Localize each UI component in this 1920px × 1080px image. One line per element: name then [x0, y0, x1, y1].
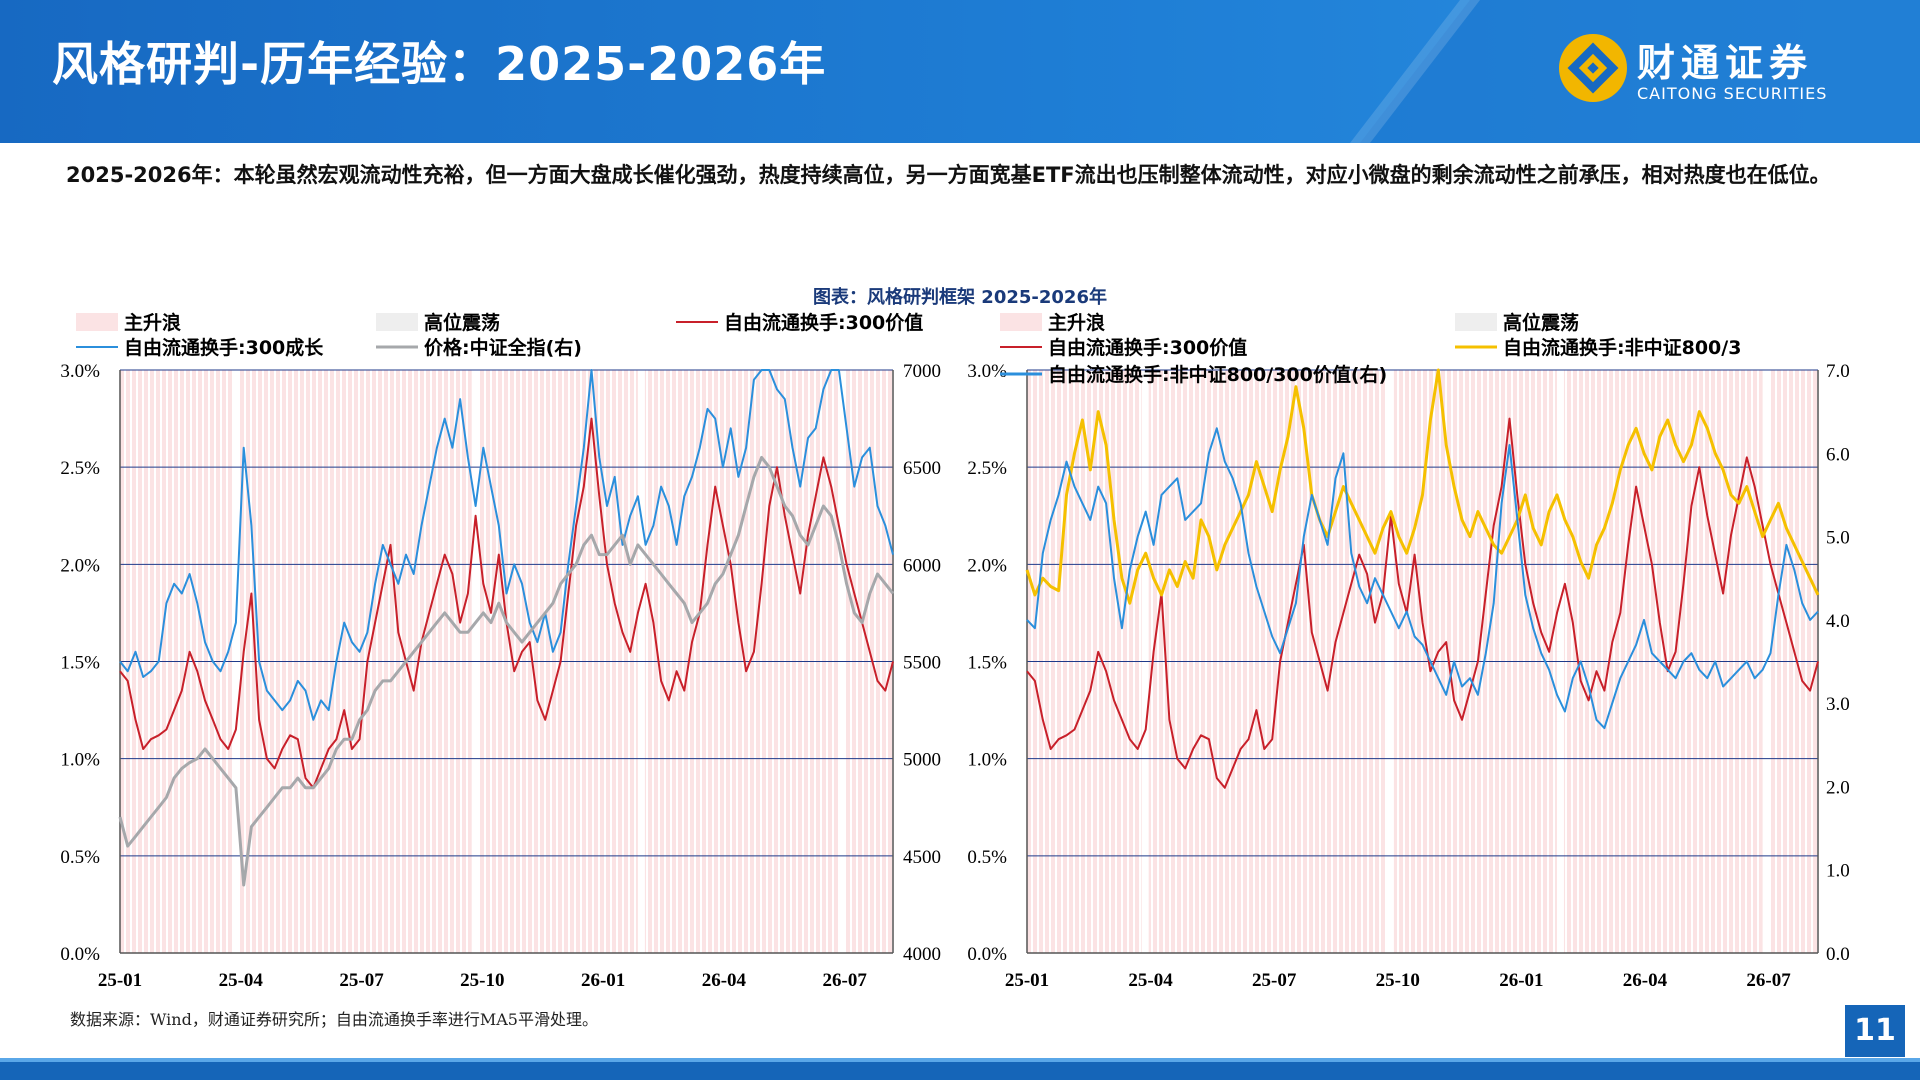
x-tick-label: 25-07 — [339, 970, 384, 991]
legend-label: 自由流通换手:非中证800/3 — [1503, 336, 1741, 359]
y-left-tick-label: 2.0% — [60, 555, 100, 576]
series-line — [119, 369, 894, 721]
x-tick-label: 25-07 — [1252, 970, 1297, 991]
left-chart: 0.0% 0.5% 1.0% 1.5% 2.0% 2.5% 3.0% 4000 4500 5000… — [60, 311, 941, 991]
legend-swatch — [1455, 313, 1497, 331]
logo-name-en: CAITONG SECURITIES — [1637, 84, 1828, 103]
x-tick-label: 26-07 — [1746, 970, 1791, 991]
y-right-tick-label: 1.0 — [1826, 861, 1850, 882]
data-source-note: 数据来源：Wind，财通证券研究所；自由流通换手率进行MA5平滑处理。 — [70, 1010, 598, 1029]
x-tick-label: 25-04 — [1128, 970, 1173, 991]
y-right-tick-label: 2.0 — [1826, 777, 1850, 798]
y-left-tick-label: 1.0% — [967, 750, 1007, 771]
x-tick-label: 25-01 — [1005, 970, 1049, 991]
y-left-tick-label: 0.0% — [967, 944, 1007, 965]
y-left-tick-label: 2.0% — [967, 555, 1007, 576]
page-number: 11 — [1845, 1005, 1905, 1057]
y-left-tick-label: 3.0% — [967, 361, 1007, 382]
y-right-tick-label: 7000 — [903, 361, 941, 382]
y-left-tick-label: 0.5% — [967, 847, 1007, 868]
x-tick-label: 26-07 — [823, 970, 868, 991]
legend-swatch — [376, 313, 418, 331]
charts-canvas: 0.0% 0.5% 1.0% 1.5% 2.0% 2.5% 3.0% 4000 4500 5000… — [60, 311, 1849, 991]
logo-name-cn: 财通证券 — [1637, 41, 1814, 85]
figure-title: 图表：风格研判框架 2025-2026年 — [813, 287, 1107, 308]
series-line — [1026, 417, 1819, 789]
y-right-tick-label: 6500 — [903, 458, 941, 479]
legend-label: 高位震荡 — [1503, 311, 1579, 334]
y-right-tick-label: 5000 — [903, 750, 941, 771]
x-tick-label: 25-04 — [219, 970, 264, 991]
y-left-tick-label: 1.5% — [60, 653, 100, 674]
y-left-tick-label: 2.5% — [60, 458, 100, 479]
legend-label: 高位震荡 — [424, 311, 500, 334]
legend-swatch — [1000, 313, 1042, 331]
legend-label: 主升浪 — [124, 311, 181, 334]
x-tick-label: 26-04 — [1623, 970, 1668, 991]
caitong-logo-icon — [1559, 34, 1627, 102]
page-title: 风格研判-历年经验：2025-2026年 — [52, 37, 827, 91]
x-tick-label: 26-01 — [581, 970, 625, 991]
legend-label: 自由流通换手:300价值 — [724, 311, 923, 334]
series-line — [118, 455, 895, 887]
y-right-tick-label: 3.0 — [1826, 694, 1850, 715]
footer-bar — [0, 1058, 1920, 1080]
x-tick-label: 25-10 — [1376, 970, 1420, 991]
y-right-tick-label: 6.0 — [1826, 444, 1850, 465]
right-chart: 0.0% 0.5% 1.0% 1.5% 2.0% 2.5% 3.0% 0.0 1.0 2.0 3.0… — [967, 311, 1849, 991]
y-left-tick-label: 1.0% — [60, 750, 100, 771]
y-right-tick-label: 0.0 — [1826, 944, 1850, 965]
y-right-tick-label: 4000 — [903, 944, 941, 965]
legend-label: 主升浪 — [1048, 311, 1105, 334]
y-right-tick-label: 7.0 — [1826, 361, 1850, 382]
header-banner: 风格研判-历年经验：2025-2026年 财通证券 CAITONG SECURI… — [0, 0, 1920, 143]
company-logo: 财通证券 CAITONG SECURITIES — [1555, 28, 1855, 108]
y-right-tick-label: 5.0 — [1826, 528, 1850, 549]
y-right-tick-label: 5500 — [903, 653, 941, 674]
series-line — [1026, 427, 1819, 730]
x-tick-label: 25-01 — [98, 970, 142, 991]
y-left-tick-label: 0.0% — [60, 944, 100, 965]
legend-label: 自由流通换手:300成长 — [124, 336, 324, 359]
summary-text: 2025-2026年：本轮虽然宏观流动性充裕，但一方面大盘成长催化强劲，热度持续… — [66, 163, 1831, 187]
y-left-tick-label: 2.5% — [967, 458, 1007, 479]
x-tick-label: 26-01 — [1499, 970, 1543, 991]
x-tick-label: 26-04 — [702, 970, 747, 991]
series-line — [1025, 368, 1820, 605]
y-right-tick-label: 6000 — [903, 555, 941, 576]
y-left-tick-label: 0.5% — [60, 847, 100, 868]
y-left-tick-label: 1.5% — [967, 653, 1007, 674]
y-right-tick-label: 4.0 — [1826, 611, 1850, 632]
legend-label: 自由流通换手:非中证800/300价值(右) — [1048, 363, 1387, 386]
legend-label: 价格:中证全指(右) — [424, 336, 582, 359]
x-tick-label: 25-10 — [460, 970, 504, 991]
legend-label: 自由流通换手:300价值 — [1048, 336, 1247, 359]
legend-swatch — [76, 313, 118, 331]
y-left-tick-label: 3.0% — [60, 361, 100, 382]
y-right-tick-label: 4500 — [903, 847, 941, 868]
